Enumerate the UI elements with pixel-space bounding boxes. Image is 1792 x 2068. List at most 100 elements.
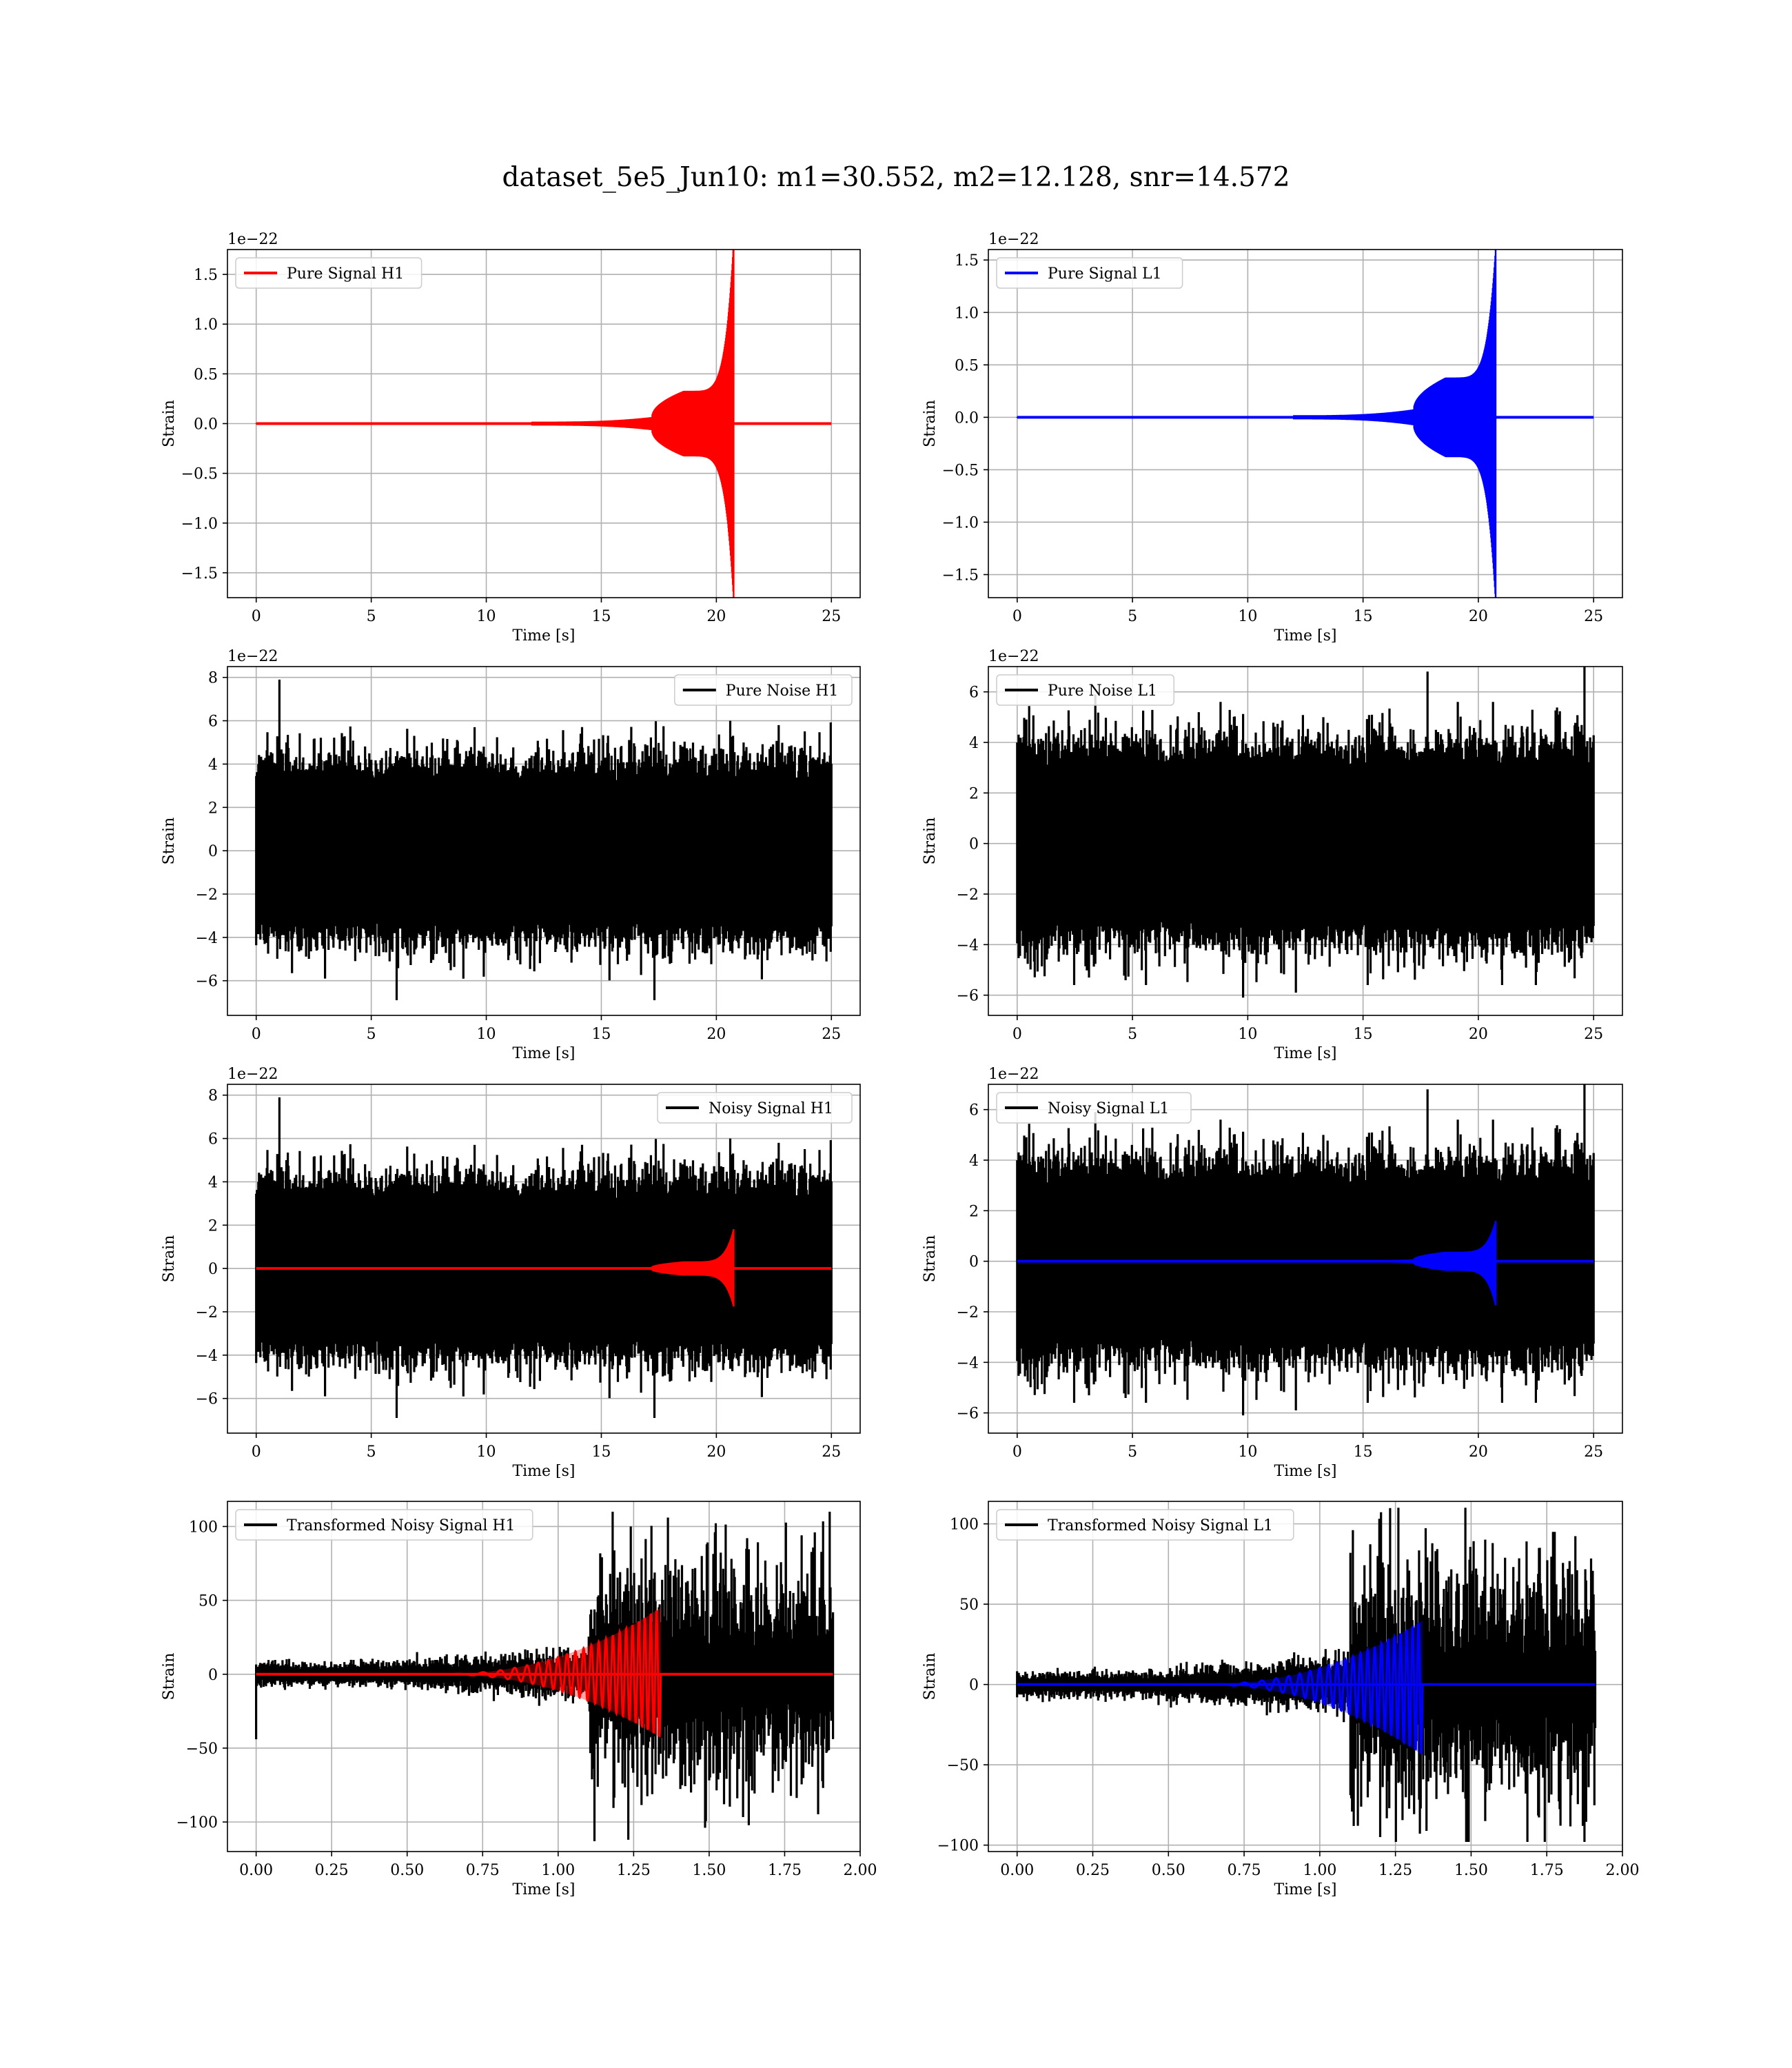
series-signal-chirp <box>1199 1623 1424 1754</box>
x-axis-label: Time [s] <box>512 627 575 645</box>
y-tick-label: 4 <box>969 735 979 752</box>
y-tick-label: 0 <box>208 1261 218 1278</box>
x-tick-label: 1.00 <box>1303 1862 1336 1879</box>
x-tick-label: 25 <box>822 1443 841 1461</box>
y-tick-label: 6 <box>208 713 218 731</box>
legend: Pure Noise H1 <box>674 674 853 706</box>
x-tick-label: 1.00 <box>541 1862 575 1879</box>
plot-area <box>1016 667 1595 998</box>
plot-area <box>255 1097 833 1418</box>
legend: Noisy Signal L1 <box>996 1092 1192 1124</box>
axis-offset-text: 1e−22 <box>988 231 1039 248</box>
x-tick-label: 0.50 <box>390 1862 424 1879</box>
y-axis-label: Strain <box>161 400 178 447</box>
axes-frame <box>988 249 1623 598</box>
x-tick-label: 1.50 <box>1454 1862 1488 1879</box>
series-noise-trace <box>255 679 833 1000</box>
x-axis-label: Time [s] <box>512 1045 575 1062</box>
axes-frame <box>988 666 1623 1016</box>
y-axis-label: Strain <box>161 1235 178 1283</box>
y-tick-label: −1.0 <box>181 516 218 533</box>
x-tick-label: 10 <box>477 1443 496 1461</box>
x-tick-label: 1.25 <box>1378 1862 1412 1879</box>
y-tick-label: −4 <box>957 937 979 954</box>
y-tick-label: 50 <box>959 1596 979 1614</box>
x-tick-label: 20 <box>706 1443 726 1461</box>
y-tick-label: 0 <box>969 1677 979 1694</box>
y-tick-label: 0 <box>208 1667 218 1684</box>
x-tick-label: 20 <box>1469 1026 1488 1043</box>
legend: Noisy Signal H1 <box>657 1092 853 1124</box>
x-tick-label: 15 <box>1354 608 1373 625</box>
x-axis-label: Time [s] <box>1274 1881 1336 1898</box>
y-tick-label: −2 <box>196 886 218 904</box>
legend-label: Pure Signal L1 <box>1048 265 1162 283</box>
axis-offset-text: 1e−22 <box>988 1066 1039 1083</box>
legend-box <box>996 257 1183 289</box>
series-signal-trace <box>1016 1221 1497 1306</box>
plot-area <box>255 1512 835 1841</box>
axes-frame <box>227 1501 861 1852</box>
axes-frame <box>227 666 861 1016</box>
series-signal-envelope <box>437 1608 661 1738</box>
y-tick-label: −6 <box>957 988 979 1005</box>
x-tick-label: 15 <box>591 1026 611 1043</box>
x-tick-label: 0 <box>252 1026 261 1043</box>
series-signal-trace <box>255 250 735 598</box>
series-signal-envelope <box>1199 1620 1423 1756</box>
y-tick-label: −0.5 <box>181 466 218 483</box>
y-tick-label: 0 <box>969 1254 979 1271</box>
y-tick-label: 2 <box>969 785 979 802</box>
legend-box <box>996 1509 1294 1541</box>
y-tick-label: −100 <box>937 1838 979 1855</box>
x-tick-label: 2.00 <box>844 1862 877 1879</box>
y-axis-label: Strain <box>922 1653 939 1701</box>
y-axis-label: Strain <box>922 400 939 447</box>
y-tick-label: 2 <box>208 800 218 817</box>
x-tick-label: 15 <box>591 608 611 625</box>
legend-label: Noisy Signal H1 <box>709 1100 833 1117</box>
x-axis-label: Time [s] <box>512 1463 575 1480</box>
legend: Pure Noise L1 <box>996 674 1174 706</box>
x-tick-label: 5 <box>367 1026 376 1043</box>
x-tick-label: 10 <box>1238 1026 1257 1043</box>
y-tick-label: −4 <box>196 930 218 947</box>
legend-label: Pure Noise H1 <box>726 682 839 700</box>
figure-title: dataset_5e5_Jun10: m1=30.552, m2=12.128,… <box>502 162 1290 193</box>
y-tick-label: 2 <box>208 1217 218 1235</box>
series-noise-trace <box>1016 667 1595 998</box>
series-signal-chirp <box>437 1610 662 1737</box>
y-tick-label: 2 <box>969 1203 979 1220</box>
y-tick-label: 8 <box>208 1088 218 1105</box>
x-tick-label: 20 <box>1469 608 1488 625</box>
chart-panel-transformed-h1: 0.00 0.25 0.50 0.75 1.00 1.25 1.50 1.75 2.00 −100… <box>161 1501 877 1898</box>
axes-frame <box>988 1501 1623 1852</box>
x-tick-label: 0.25 <box>315 1862 349 1879</box>
plot-area <box>1016 250 1594 598</box>
legend-box <box>235 1509 533 1541</box>
x-tick-label: 20 <box>1469 1443 1488 1461</box>
y-tick-label: −100 <box>176 1814 218 1832</box>
y-tick-label: 0 <box>969 836 979 853</box>
y-axis-label: Strain <box>161 818 178 865</box>
x-tick-label: 10 <box>477 1026 496 1043</box>
legend-box <box>674 674 853 706</box>
y-tick-label: 1.0 <box>955 305 979 322</box>
plot-area <box>255 250 832 598</box>
axis-offset-text: 1e−22 <box>227 231 278 248</box>
x-tick-label: 15 <box>1354 1026 1373 1043</box>
y-tick-label: 8 <box>208 670 218 687</box>
y-tick-label: 0.0 <box>955 409 979 427</box>
y-tick-label: 0.5 <box>194 366 218 383</box>
x-tick-label: 5 <box>367 1443 376 1461</box>
axes-frame <box>227 1084 861 1434</box>
y-tick-label: −1.5 <box>942 567 979 585</box>
y-tick-label: 0 <box>208 843 218 860</box>
chart-panel-pure-signal-h1: 0 5 10 15 20 25 −1.5 −1.0 −0.5 0.0 0.5 1.0 1.5 Time [… <box>161 231 861 645</box>
x-axis-label: Time [s] <box>1274 1463 1336 1480</box>
x-tick-label: 5 <box>1128 608 1137 625</box>
y-axis-label: Strain <box>161 1653 178 1701</box>
plot-area <box>1016 1084 1595 1416</box>
